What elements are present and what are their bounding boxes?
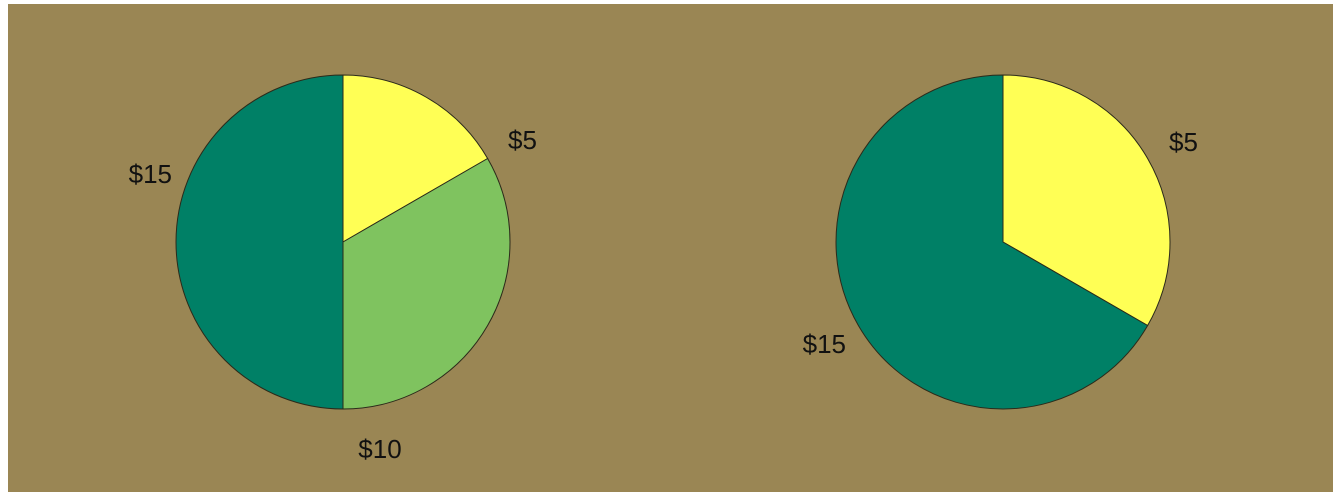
pie-slice-5-left xyxy=(342,74,489,243)
pie-chart-left: $5 $10 $15 xyxy=(129,74,537,464)
pie-slice-10-left xyxy=(342,157,511,410)
pie-label-15-right: $15 xyxy=(803,329,846,359)
pie-chart-right: $5 $15 xyxy=(803,74,1198,410)
pie-slice-15-right xyxy=(835,74,1149,410)
pie-slice-15-left xyxy=(175,74,344,410)
pie-label-10-left: $10 xyxy=(358,434,401,464)
pie-label-5-right: $5 xyxy=(1169,127,1198,157)
pie-slice-5-right xyxy=(1002,74,1171,327)
pie-label-15-left: $15 xyxy=(129,159,172,189)
pie-label-5-left: $5 xyxy=(508,125,537,155)
